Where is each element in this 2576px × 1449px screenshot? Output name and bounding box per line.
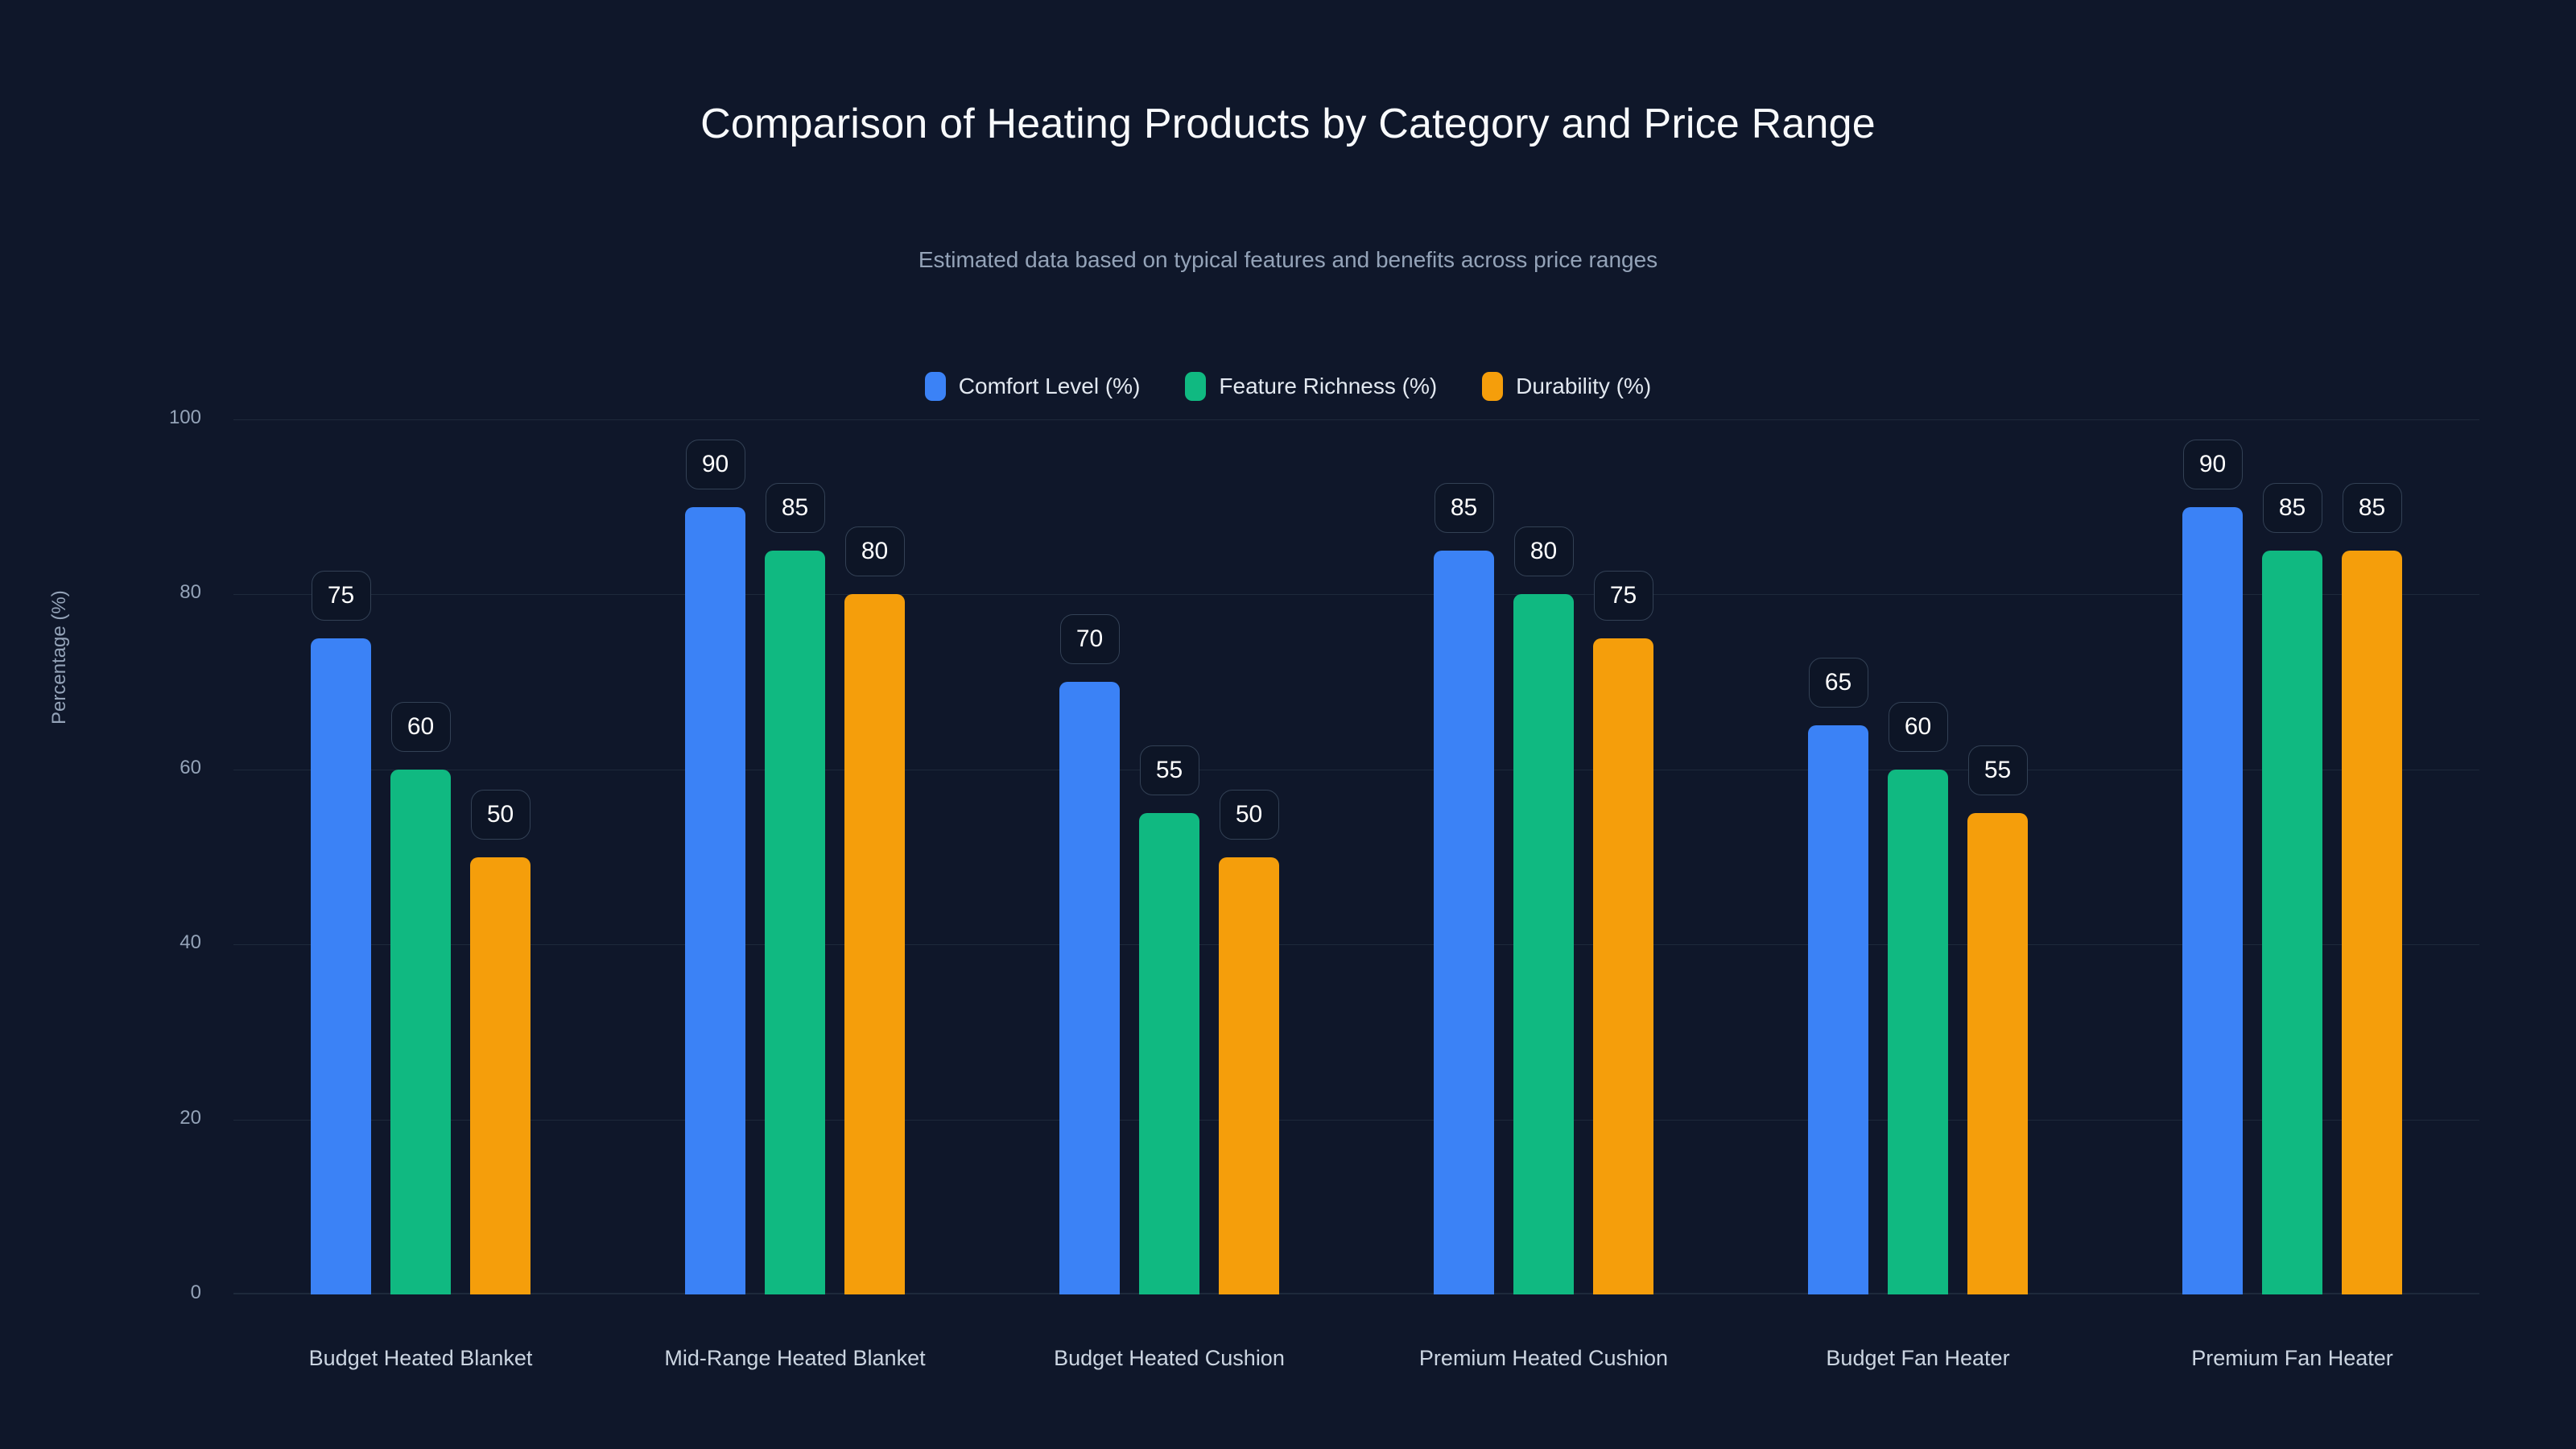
bar[interactable] (765, 551, 825, 1294)
page-subtitle: Estimated data based on typical features… (918, 247, 1658, 272)
bar[interactable] (2342, 551, 2402, 1294)
x-tick-label: Premium Fan Heater (2191, 1346, 2393, 1370)
bar[interactable] (1434, 551, 1494, 1294)
legend-item[interactable]: Comfort Level (%) (924, 372, 1141, 401)
bar-value-label: 90 (2182, 439, 2243, 489)
page-title: Comparison of Heating Products by Catego… (700, 101, 1876, 147)
bar[interactable] (390, 769, 451, 1294)
legend-item-label: Durability (%) (1516, 374, 1652, 398)
bar-value-label: 60 (1888, 701, 1948, 752)
bar-value-label: 80 (1513, 526, 1574, 577)
bar-value-label: 50 (1219, 789, 1279, 840)
bar-value-label: 60 (390, 701, 451, 752)
legend-item-label: Comfort Level (%) (958, 374, 1141, 398)
gridline (233, 419, 2479, 420)
bar-value-label: 85 (2262, 483, 2322, 534)
bar[interactable] (844, 594, 905, 1294)
bar-value-label: 75 (1593, 570, 1653, 621)
bar[interactable] (1513, 594, 1574, 1294)
x-tick-label: Budget Heated Blanket (308, 1346, 533, 1370)
y-tick-label: 100 (168, 407, 201, 428)
chart-legend: Comfort Level (%) Feature Richness (%) Dur… (0, 372, 2576, 401)
bar[interactable] (2182, 506, 2243, 1294)
bar-value-label: 65 (1808, 658, 1868, 708)
bar[interactable] (1219, 857, 1279, 1294)
bar[interactable] (1888, 769, 1948, 1294)
bar-value-label: 90 (685, 439, 745, 489)
x-tick-label: Budget Fan Heater (1826, 1346, 2010, 1370)
bar[interactable] (1139, 813, 1199, 1294)
legend-item[interactable]: Feature Richness (%) (1185, 372, 1437, 401)
y-axis-title: Percentage (%) (48, 590, 70, 724)
bar-value-label: 55 (1967, 745, 2028, 796)
bar[interactable] (1808, 725, 1868, 1294)
gridline (233, 944, 2479, 946)
bar[interactable] (1967, 813, 2028, 1294)
gridline (233, 1119, 2479, 1121)
bar[interactable] (1059, 682, 1120, 1294)
bar[interactable] (685, 506, 745, 1294)
bar-value-label: 85 (1434, 483, 1494, 534)
bar-value-label: 75 (311, 570, 371, 621)
bar-value-label: 80 (844, 526, 905, 577)
y-tick-label: 20 (180, 1106, 201, 1129)
x-tick-label: Mid-Range Heated Blanket (664, 1346, 926, 1370)
legend-swatch-icon (1185, 372, 1207, 401)
y-tick-label: 80 (180, 581, 201, 604)
bar-value-label: 55 (1139, 745, 1199, 796)
bar-value-label: 70 (1059, 614, 1120, 665)
y-tick-label: 0 (190, 1282, 201, 1303)
bar-value-label: 50 (470, 789, 530, 840)
legend-item[interactable]: Durability (%) (1482, 372, 1651, 401)
legend-item-label: Feature Richness (%) (1219, 374, 1438, 398)
legend-swatch-icon (924, 372, 946, 401)
plot-area (233, 419, 2479, 1294)
gridline (233, 594, 2479, 596)
bar[interactable] (2262, 551, 2322, 1294)
y-tick-label: 40 (180, 931, 201, 954)
legend-swatch-icon (1482, 372, 1504, 401)
bar[interactable] (470, 857, 530, 1294)
y-tick-label: 60 (180, 756, 201, 778)
bar-value-label: 85 (765, 483, 825, 534)
x-tick-label: Budget Heated Cushion (1054, 1346, 1285, 1370)
bar[interactable] (311, 638, 371, 1294)
x-axis-baseline (233, 1293, 2479, 1294)
bar[interactable] (1593, 638, 1653, 1294)
x-tick-label: Premium Heated Cushion (1418, 1346, 1669, 1370)
bar-value-label: 85 (2342, 483, 2402, 534)
